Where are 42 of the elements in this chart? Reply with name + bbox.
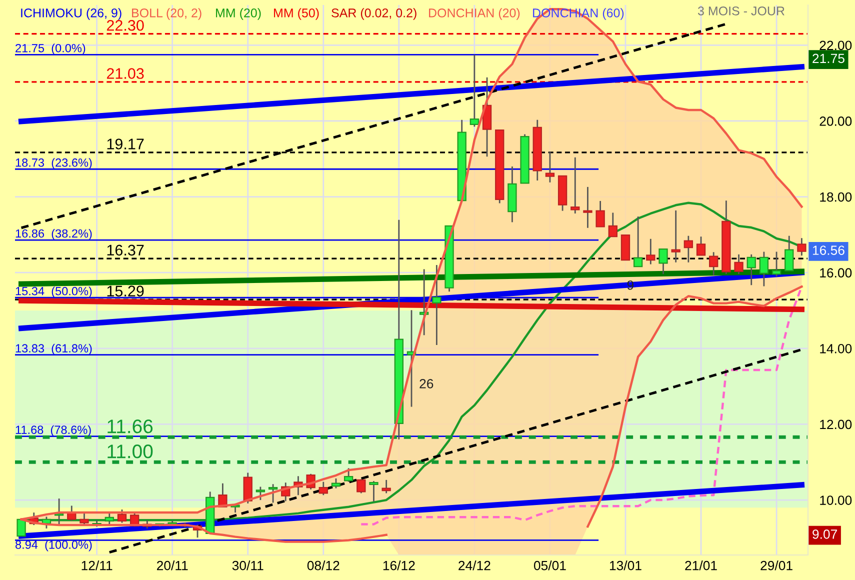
- y-tick-label: 10.00: [820, 496, 852, 505]
- x-tick-label: 30/11: [232, 560, 264, 570]
- x-tick-label: 16/12: [383, 560, 415, 570]
- ref-line-label: 11.00: [108, 444, 153, 458]
- x-tick-label: 08/12: [307, 560, 340, 570]
- ref-line-label: 19.17: [107, 138, 144, 150]
- annotation: MM (20): [216, 8, 261, 20]
- x-tick-label: 24/12: [458, 560, 490, 570]
- y-tick-label: 14.00: [820, 344, 852, 354]
- text: 16.56: [812, 246, 844, 255]
- x-tick-label: 12/11: [82, 560, 112, 570]
- text: 9.07: [812, 530, 837, 539]
- y-tick-label: 16.00: [820, 268, 852, 278]
- ref-line-label: 15.34 (50.0%): [16, 286, 92, 298]
- ref-line-label: 21.03: [106, 68, 144, 79]
- annotation: 3 MOIS - JOUR: [698, 6, 784, 16]
- annotation: SAR (0.02, 0.2): [332, 8, 416, 20]
- y-tick-label: 18.00: [820, 192, 852, 202]
- ref-line-label: 13.83 (61.8%): [16, 344, 92, 355]
- ref-line-label: 15.29: [107, 286, 144, 296]
- x-tick-label: 29/01: [760, 560, 792, 570]
- y-tick-label: 20.00: [820, 116, 852, 126]
- x-tick-label: 20/11: [156, 560, 188, 570]
- annotation: BOLL (20, 2): [132, 8, 202, 20]
- annotation: DONCHIAN (20): [429, 8, 520, 20]
- annotation: ICHIMOKU (26, 9): [21, 8, 122, 20]
- y-tick-label: 12.00: [820, 420, 852, 430]
- ref-line-label: 18.73 (23.6%): [16, 158, 92, 170]
- annotation: 26: [420, 379, 434, 388]
- ref-line-label: 11.66: [108, 420, 153, 434]
- ref-line-label: 16.37: [107, 244, 144, 256]
- ref-line-label: 22.30: [106, 20, 144, 31]
- x-tick-label: 05/01: [534, 560, 566, 570]
- x-tick-label: 21/01: [685, 560, 717, 570]
- x-tick-label: 13/01: [610, 560, 642, 570]
- annotation: MM (50): [274, 8, 319, 20]
- ref-line-label: 11.68 (78.6%): [16, 425, 91, 436]
- text: 21.75: [812, 54, 844, 64]
- ref-line-label: 16.86 (38.2%): [16, 229, 92, 240]
- y-tick-label: 22.00: [820, 40, 852, 50]
- ref-line-label: 21.75 (0.0%): [16, 44, 86, 55]
- ref-line-label: 8.94 (100.0%): [16, 540, 92, 552]
